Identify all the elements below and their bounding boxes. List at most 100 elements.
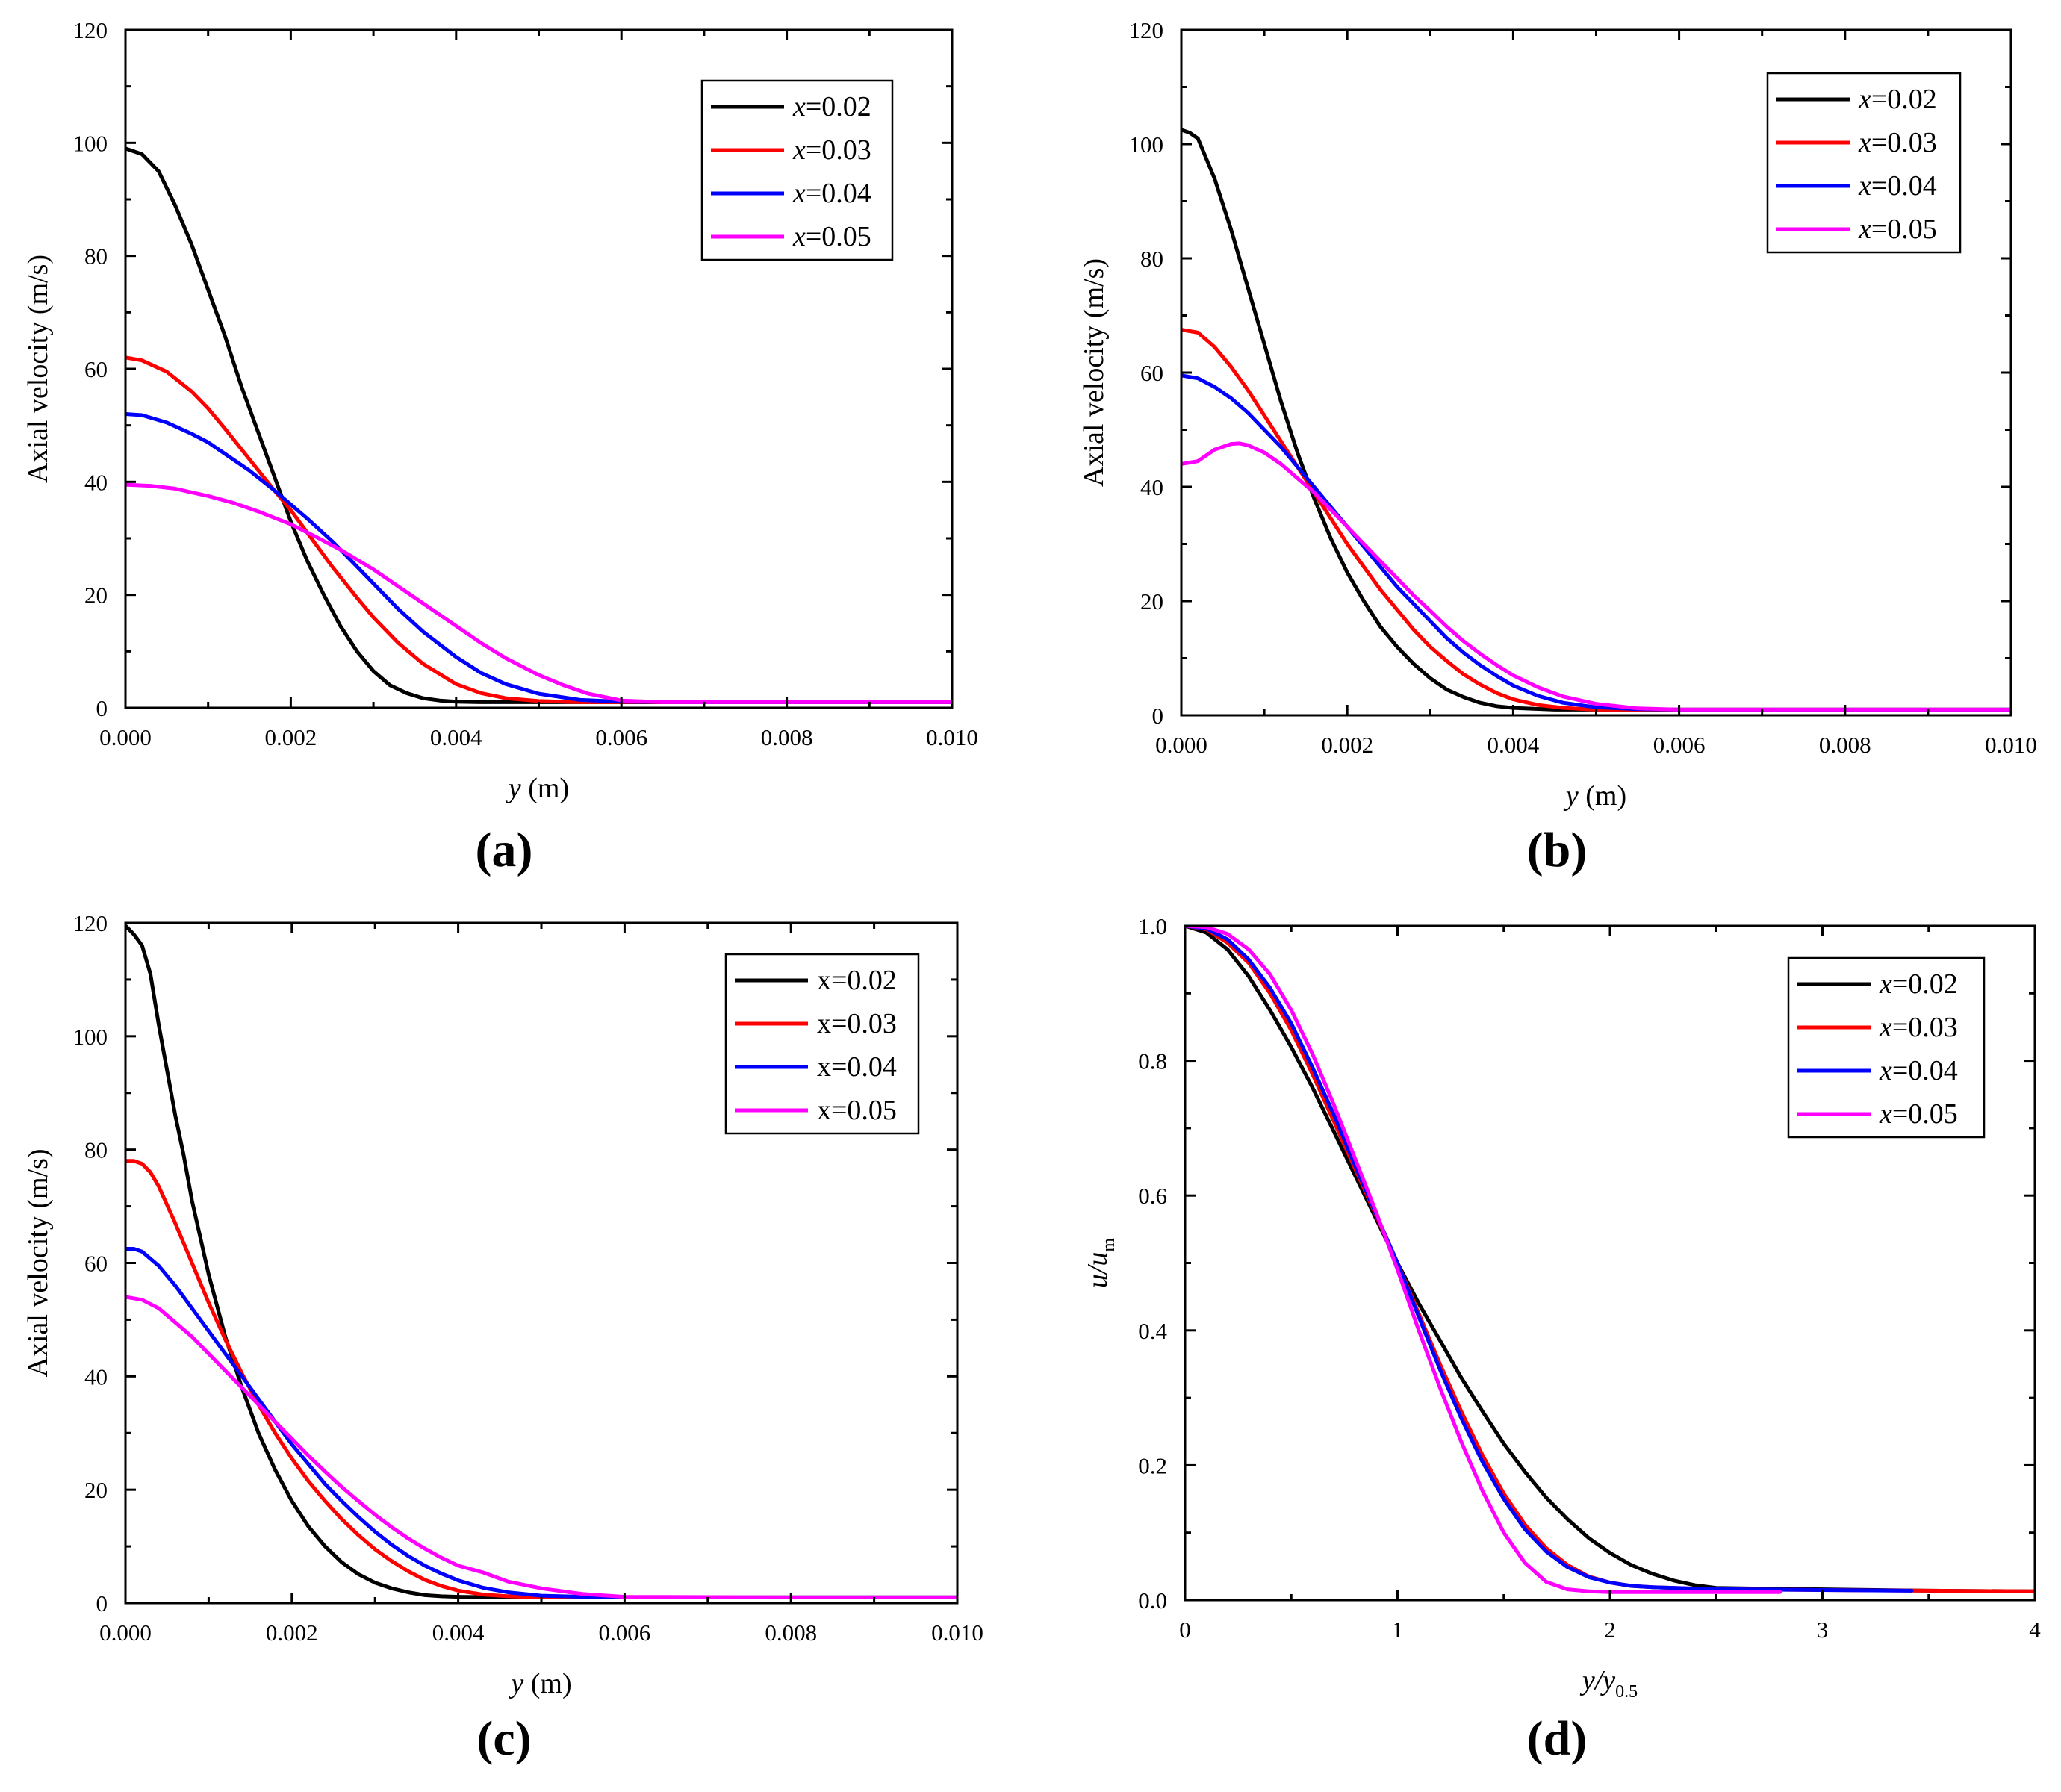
y-tick-label: 120 [73,17,108,43]
legend-entry: x=0.02 [817,965,897,996]
x-tick-label: 0.008 [761,724,813,750]
series-line-x0.05 [1181,441,2011,712]
y-axis-label-text: Axial velocity (m/s) [1078,258,1110,487]
legend-value: =0.02 [806,91,871,122]
x-axis-space [523,1668,531,1699]
x-axis-space [1579,780,1586,812]
legend-box [1787,956,1986,1139]
x-axis-space [521,773,529,804]
panel-label: (b) [1527,823,1588,877]
legend-box [700,79,894,261]
y-tick-label: 0 [96,695,108,721]
y-tick-label: 120 [1129,17,1164,43]
legend-entry: x=0.03 [792,134,871,166]
x-axis-title: y/y0.5 [1579,1665,1638,1702]
panel-label: (a) [476,823,533,877]
y-tick-label: 40 [84,1363,108,1390]
x-tick-label: 0.006 [595,724,647,750]
series-line-x0.03 [125,1159,957,1599]
y-tick-label: 20 [84,582,108,609]
x-tick-label: 0.006 [1653,732,1706,758]
series-line-x0.02 [1185,926,2035,1593]
y-tick-label: 40 [1140,474,1163,500]
legend-variable: x [792,91,806,122]
legend-entry: x=0.04 [1858,170,1937,202]
x-tick-label: 0.010 [926,724,978,750]
x-axis-unit: (m) [531,1668,572,1699]
legend-variable: x [817,1095,831,1126]
legend-value: =0.02 [831,965,897,996]
x-tick-label: 0.000 [99,724,152,750]
x-tick-label: 0.004 [432,1620,485,1646]
legend-variable: x [792,178,806,209]
legend-value: =0.05 [1892,1098,1958,1130]
x-axis-title: y (m) [1563,780,1626,812]
legend-entry: x=0.03 [1858,127,1937,158]
y-tick-label: 100 [73,130,108,156]
x-tick-label: 1 [1392,1617,1404,1643]
legend-entry: x=0.03 [1879,1012,1958,1043]
legend-entry: x=0.05 [1879,1098,1958,1130]
x-tick-label: 4 [2029,1617,2041,1643]
x-axis-title: y (m) [506,773,569,804]
legend-variable: x [1858,127,1871,158]
x-tick-label: 0.000 [1155,732,1207,758]
series-line-x0.05 [1185,926,1782,1594]
x-axis-unit: (m) [1585,780,1626,812]
legend-value: =0.03 [1871,127,1937,158]
x-axis-variable: y/y [1579,1665,1615,1696]
chart-panel-d: 0 1 2 3 40.00.20.40.60.81.0y/y0.5u/umx=0.02x… [1082,913,2041,1766]
legend-variable: x [1858,84,1871,115]
y-tick-label: 120 [73,910,108,936]
y-axis-label-text: Axial velocity (m/s) [22,255,54,483]
y-tick-label: 100 [1129,131,1164,158]
x-tick-label: 3 [1817,1617,1829,1643]
x-tick-label: 0.002 [265,724,317,750]
legend-entry: x=0.05 [1858,214,1937,245]
chart-panel-b: 0.000 0.002 0.004 0.006 0.008 0.010 0 20 40 60 80 1… [1078,17,2037,877]
legend-variable: x [1879,1055,1892,1086]
x-axis-title: y (m) [508,1668,571,1699]
legend-entry: x=0.05 [817,1095,897,1126]
legend-value: =0.03 [831,1008,897,1039]
legend-value: =0.02 [1892,968,1958,1000]
y-axis-label-text: Axial velocity (m/s) [22,1148,54,1377]
y-tick-label: 0.4 [1138,1318,1167,1344]
series-line-x0.04 [1181,373,2011,712]
y-tick-label: 0 [96,1590,108,1617]
x-tick-label: 0.010 [931,1620,983,1646]
y-tick-label: 100 [73,1024,108,1050]
y-tick-label: 60 [84,356,108,382]
legend-variable: x [1879,1098,1892,1130]
legend-value: =0.05 [1871,214,1937,245]
chart-panel-a: 0.000 0.002 0.004 0.006 0.008 0.010 0 20 40 60 80 1… [22,17,978,877]
series-line-x0.04 [125,1247,957,1599]
panel-label: (c) [476,1711,531,1766]
legend-entry: x=0.03 [817,1008,897,1039]
y-tick-label: 0.2 [1138,1452,1167,1478]
chart-panel-c: 0.000 0.002 0.004 0.006 0.008 0.010 0 20 40 60 80 1… [22,910,983,1766]
y-axis-title: Axial velocity (m/s) [22,1148,54,1377]
y-tick-label: 0 [1152,703,1164,729]
legend-variable: x [792,134,806,166]
y-axis-title: Axial velocity (m/s) [22,255,54,483]
legend-value: =0.03 [806,134,871,166]
y-tick-label: 60 [1140,360,1163,386]
y-tick-label: 20 [84,1477,108,1503]
legend-variable: x [817,1051,831,1083]
legend-box [1766,72,1962,254]
x-tick-label: 2 [1604,1617,1616,1643]
x-tick-label: 0.004 [1488,732,1540,758]
y-tick-label: 0.6 [1138,1183,1167,1209]
legend-variable: x [817,965,831,996]
legend-entry: x=0.04 [817,1051,897,1083]
panel-label: (d) [1527,1711,1588,1766]
x-axis-variable: y [508,1668,523,1699]
legend-variable: x [792,221,806,252]
y-tick-label: 60 [84,1251,108,1277]
x-axis-unit: (m) [528,773,569,804]
y-tick-label: 80 [84,1137,108,1163]
y-axis-title: Axial velocity (m/s) [1078,258,1110,487]
y-tick-label: 0.8 [1138,1048,1167,1074]
